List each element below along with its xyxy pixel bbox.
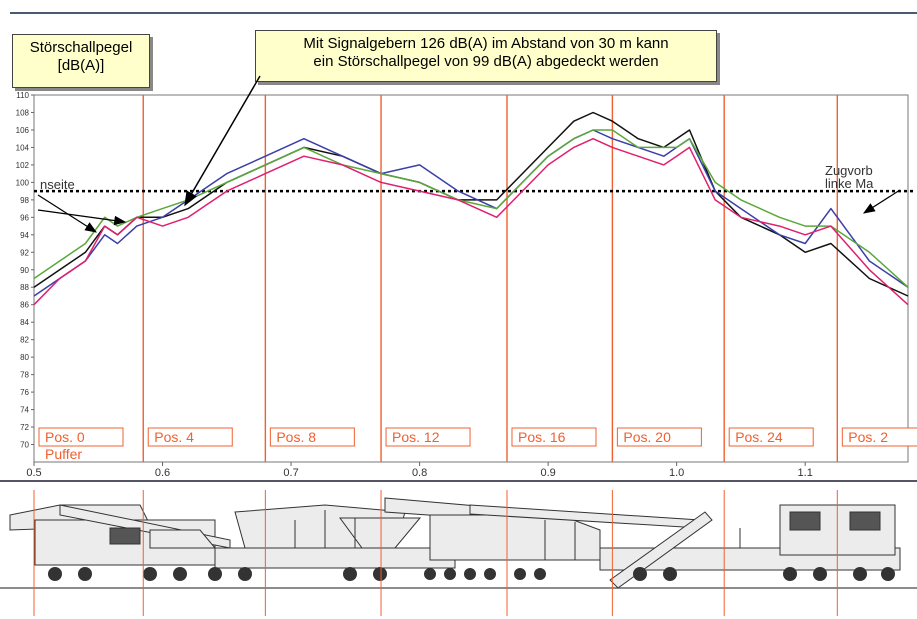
y-tick-label: 80: [20, 353, 29, 362]
position-sublabel: Puffer: [45, 446, 82, 462]
position-label-box: [38, 427, 124, 447]
y-tick-label: 78: [20, 371, 29, 380]
position-label-box: [728, 427, 814, 447]
x-tick-label: 0.9: [540, 467, 555, 479]
y-tick-label: 72: [20, 423, 29, 432]
position-label: Pos. 24: [735, 429, 783, 445]
x-tick-label: 0.8: [412, 467, 427, 479]
series-line-green: [33, 129, 909, 288]
plot-area: [33, 94, 909, 463]
y-tick-label: 108: [16, 108, 30, 117]
y-tick-label: 76: [20, 388, 29, 397]
y-tick-label: 74: [20, 406, 29, 415]
right-side-label-line1: Zugvorb: [825, 163, 873, 178]
y-tick-label: 96: [20, 213, 29, 222]
position-label: Pos. 12: [392, 429, 440, 445]
position-label-box: [269, 427, 355, 447]
y-tick-label: 82: [20, 336, 29, 345]
position-label: Pos. 4: [154, 429, 194, 445]
x-tick-label: 1.1: [798, 467, 813, 479]
y-tick-label: 110: [16, 91, 29, 100]
annotation-arrow: [184, 75, 261, 207]
annotation-line2: ein Störschallpegel von 99 dB(A) abgedec…: [313, 53, 659, 70]
series-line-black: [33, 111, 909, 297]
y-tick-label: 106: [16, 126, 30, 135]
y-tick-label: 88: [20, 283, 29, 292]
x-tick-label: 0.5: [26, 467, 41, 479]
series-line-magenta: [33, 137, 909, 306]
left-side-label: nseite: [40, 177, 75, 192]
x-tick-label: 0.7: [283, 467, 298, 479]
position-label-box: [841, 427, 917, 447]
x-tick-label: 1.0: [669, 467, 684, 479]
annotation-line1: Mit Signalgebern 126 dB(A) im Abstand vo…: [303, 35, 669, 52]
right-arrow: [862, 189, 901, 214]
position-label: Pos. 8: [276, 429, 316, 445]
position-label: Pos. 16: [518, 429, 566, 445]
position-label: Pos. 0: [45, 429, 85, 445]
top-rule: [10, 12, 917, 14]
x-tick-label: 0.6: [155, 467, 170, 479]
annotation-box: Mit Signalgebern 126 dB(A) im Abstand vo…: [255, 30, 717, 82]
position-label-box: [511, 427, 597, 447]
track-machine-drawing: [0, 480, 917, 589]
y-tick-label: 100: [16, 178, 30, 187]
y-tick-label: 104: [16, 143, 30, 152]
y-tick-label: 94: [20, 231, 29, 240]
position-label-box: [147, 427, 233, 447]
y-tick-label: 102: [16, 161, 30, 170]
y-tick-label: 86: [20, 301, 29, 310]
position-label-box: [385, 427, 471, 447]
y-tick-label: 92: [20, 248, 29, 257]
left-arrow-2: [37, 209, 127, 226]
position-label-box: [616, 427, 702, 447]
y-tick-label: 84: [20, 318, 29, 327]
y-axis-label-line1: Störschallpegel: [29, 39, 133, 56]
y-tick-label: 90: [20, 266, 29, 275]
y-tick-label: 98: [20, 196, 29, 205]
y-axis-label-box: Störschallpegel [dB(A)]: [12, 34, 150, 88]
right-side-label-line2: linke Ma: [825, 176, 874, 191]
y-tick-label: 70: [20, 441, 29, 450]
y-axis-label-line2: [dB(A)]: [57, 57, 105, 74]
position-label: Pos. 20: [623, 429, 671, 445]
position-label: Pos. 2: [848, 429, 888, 445]
